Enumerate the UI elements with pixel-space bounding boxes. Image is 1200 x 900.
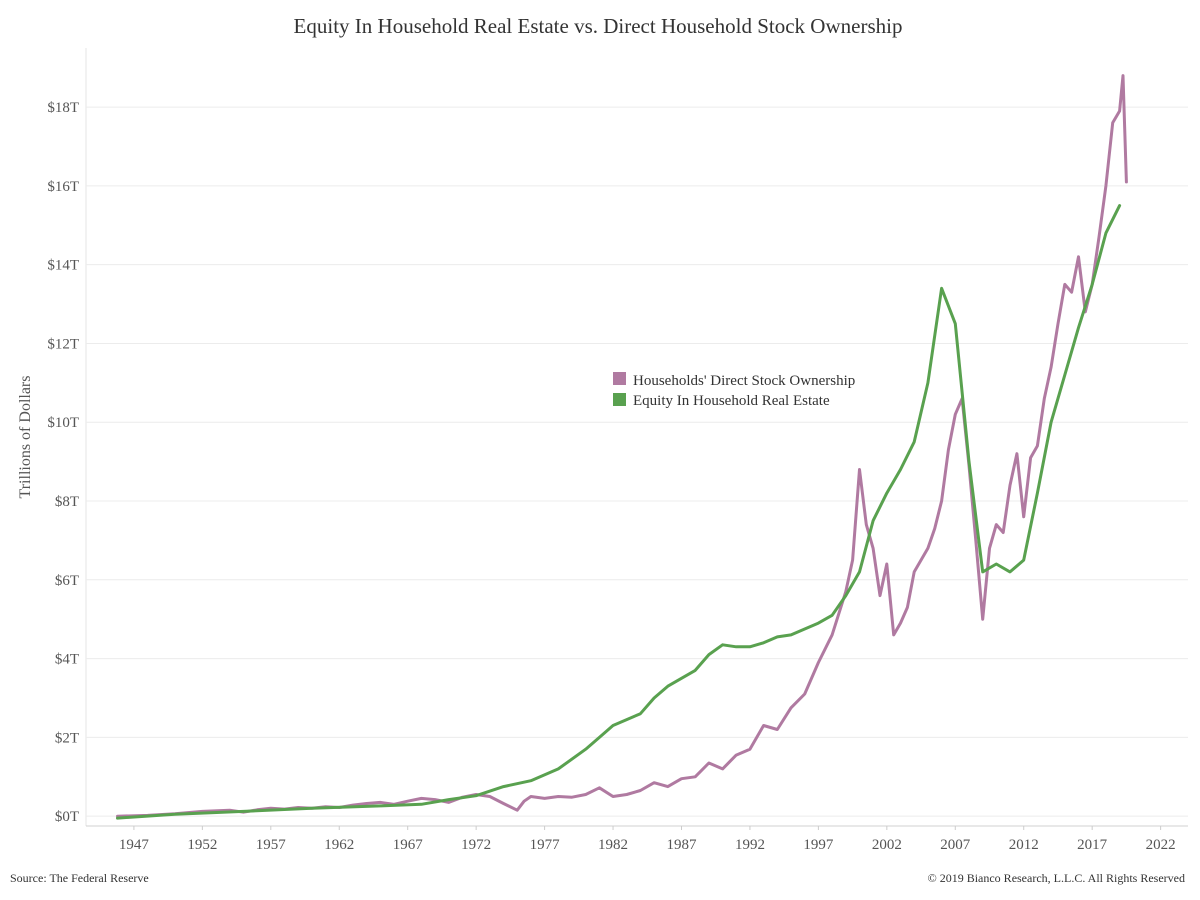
grid-lines [86, 106, 1188, 817]
legend: Households' Direct Stock Ownership Equit… [613, 372, 855, 409]
y-tick-label: $2T [55, 730, 79, 746]
y-tick-label: $14T [47, 258, 79, 274]
x-tick-label: 2022 [1146, 837, 1176, 853]
y-tick-label: $6T [55, 573, 79, 589]
x-tick-label: 1972 [461, 837, 491, 853]
x-tick-label: 2002 [872, 837, 902, 853]
y-axis-ticks: $0T $2T $4T $6T $8T $10T $12T $14T $16T $18T [47, 100, 79, 825]
series-layer [116, 74, 1128, 820]
y-tick-label: $10T [47, 415, 79, 431]
x-tick-label: 2017 [1077, 837, 1108, 853]
x-tick-label: 2012 [1009, 837, 1039, 853]
x-tick-label: 1982 [598, 837, 628, 853]
x-tick-label: 1987 [666, 837, 697, 853]
chart-title: Equity In Household Real Estate vs. Dire… [294, 14, 903, 38]
x-tick-label: 1992 [735, 837, 765, 853]
x-tick-label: 1997 [803, 837, 834, 853]
y-tick-label: $12T [47, 336, 79, 352]
series-line-stock-ownership [116, 74, 1128, 818]
y-tick-label: $18T [47, 100, 79, 116]
y-axis-label: Trillions of Dollars [17, 376, 34, 499]
copyright-note: © 2019 Bianco Research, L.L.C. All Right… [928, 871, 1185, 885]
x-tick-label: 1977 [530, 837, 561, 853]
series-line-real-estate-equity [116, 204, 1122, 820]
legend-label-stock: Households' Direct Stock Ownership [633, 373, 855, 389]
x-tick-label: 1962 [324, 837, 354, 853]
legend-swatch-stock [613, 372, 626, 385]
x-tick-label: 1967 [393, 837, 424, 853]
x-tick-label: 1952 [187, 837, 217, 853]
x-tick-label: 1957 [256, 837, 287, 853]
y-tick-label: $4T [55, 652, 79, 668]
y-tick-label: $0T [55, 809, 79, 825]
source-note: Source: The Federal Reserve [10, 871, 149, 885]
legend-swatch-real-estate [613, 393, 626, 406]
x-tick-label: 2007 [940, 837, 971, 853]
plot-area: $0T $2T $4T $6T $8T $10T $12T $14T $16T $18T 1947… [47, 48, 1188, 853]
y-tick-label: $8T [55, 494, 79, 510]
x-axis-ticks: 1947 1952 1957 1962 1967 1972 1977 1982 1987 1992… [119, 826, 1176, 853]
y-tick-label: $16T [47, 179, 79, 195]
x-tick-label: 1947 [119, 837, 150, 853]
legend-label-real-estate: Equity In Household Real Estate [633, 393, 830, 409]
